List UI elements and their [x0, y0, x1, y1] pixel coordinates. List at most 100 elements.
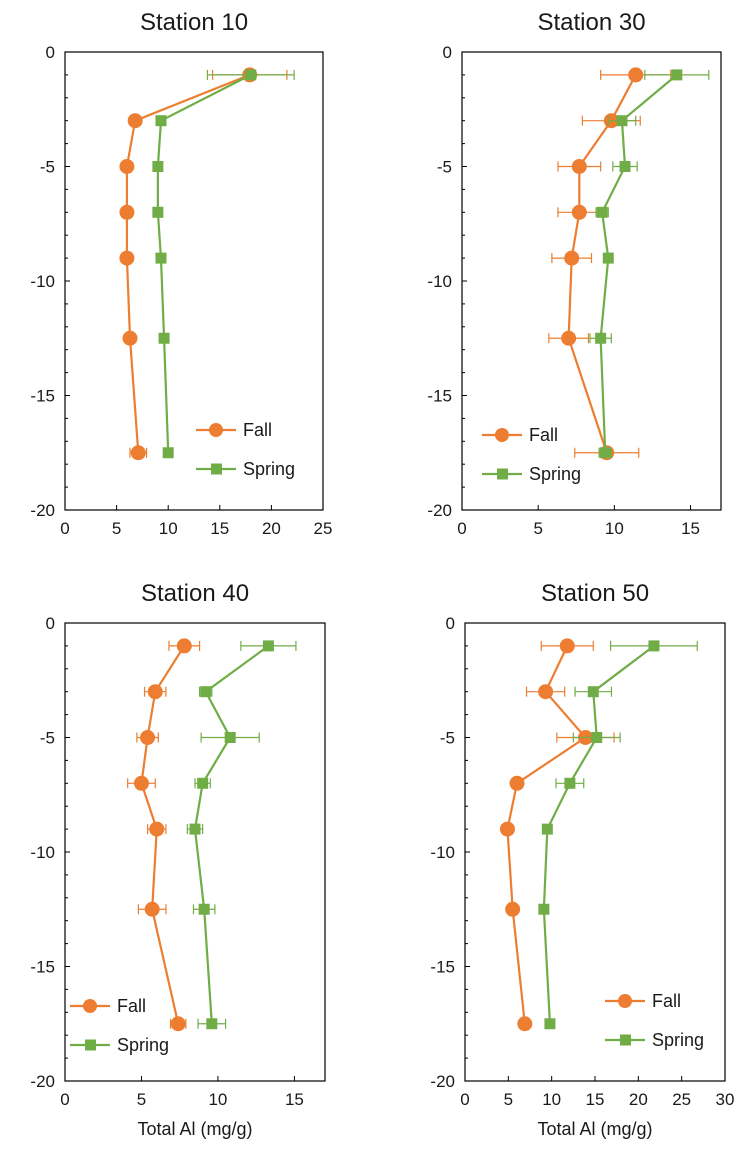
- x-tick-label: 20: [262, 519, 281, 538]
- legend: Fall Spring: [605, 991, 704, 1050]
- y-tick-label: -20: [430, 1072, 455, 1091]
- y-tick-label: 0: [446, 614, 455, 633]
- data-point-fall: [127, 113, 143, 129]
- y-tick-label: -20: [427, 501, 452, 520]
- data-point-fall: [571, 159, 587, 174]
- x-tick-label: 20: [629, 1090, 648, 1109]
- y-tick-label: 0: [443, 43, 452, 62]
- x-tick-label: 0: [457, 519, 466, 538]
- series-fall: [548, 67, 672, 461]
- x-tick-label: 15: [586, 1090, 605, 1109]
- legend: Fall Spring: [482, 425, 581, 484]
- data-point-spring: [544, 1018, 556, 1030]
- y-tick-label: -10: [427, 272, 452, 291]
- y-tick-label: -5: [440, 729, 455, 748]
- data-point-spring: [619, 161, 631, 172]
- data-point-spring: [189, 823, 201, 835]
- panel-title: Station 30: [537, 9, 645, 36]
- data-point-fall: [147, 684, 163, 700]
- legend: Fall Spring: [196, 420, 295, 479]
- data-point-spring: [599, 447, 611, 459]
- data-point-fall: [628, 67, 644, 83]
- data-point-spring: [152, 161, 164, 172]
- data-point-spring: [198, 903, 210, 915]
- data-point-spring: [595, 332, 607, 344]
- x-tick-label: 0: [60, 1090, 69, 1109]
- y-tick-label: -5: [40, 729, 55, 748]
- x-tick-label: 15: [285, 1090, 304, 1109]
- data-point-spring: [152, 206, 164, 218]
- data-point-spring: [162, 447, 174, 459]
- data-point-fall: [130, 445, 146, 461]
- legend-marker-spring: [85, 1039, 96, 1051]
- series-spring: [152, 69, 295, 459]
- panel-3: Station 40 0 -5 -10 -15 -20 0 5 10 15 Total Al (mg…: [30, 580, 326, 1139]
- y-tick-label: -10: [30, 272, 55, 291]
- series-line: [125, 73, 251, 453]
- x-tick-label: 5: [504, 1090, 513, 1109]
- x-tick-label: 5: [137, 1090, 146, 1109]
- data-point-spring: [262, 640, 274, 652]
- data-point-fall: [499, 821, 515, 837]
- data-point-spring: [538, 903, 550, 915]
- data-point-spring: [206, 1018, 218, 1030]
- x-tick-label: 0: [60, 519, 69, 538]
- series-spring: [538, 640, 698, 1030]
- x-tick-label: 25: [314, 519, 333, 538]
- data-point-fall: [559, 638, 575, 654]
- x-tick-label: 25: [672, 1090, 691, 1109]
- data-point-fall: [119, 204, 135, 220]
- legend: Fall Spring: [70, 996, 169, 1055]
- panel-title: Station 50: [541, 580, 649, 607]
- panel-1: Station 10 0 -5 -10 -15 -20 0 5 10 15 20 25 Fall Spri…: [30, 9, 332, 538]
- y-tick-label: -15: [427, 387, 452, 406]
- data-point-spring: [200, 686, 212, 698]
- y-tick-label: -5: [40, 158, 55, 177]
- y-tick-label: -15: [430, 958, 455, 977]
- legend-marker-fall: [209, 423, 223, 437]
- y-tick-label: 0: [46, 43, 55, 62]
- data-point-fall: [176, 638, 192, 654]
- data-point-fall: [119, 159, 135, 174]
- data-point-spring: [158, 332, 170, 344]
- series-fall: [127, 638, 201, 1032]
- plot-frame: [64, 51, 324, 511]
- y-tick-label: -5: [437, 158, 452, 177]
- y-tick-label: -20: [30, 501, 55, 520]
- data-point-spring: [245, 69, 257, 81]
- legend-label: Fall: [529, 425, 558, 445]
- data-point-fall: [561, 330, 577, 346]
- legend-label: Fall: [652, 991, 681, 1011]
- data-point-fall: [170, 1016, 186, 1032]
- x-tick-label: 5: [112, 519, 121, 538]
- data-point-spring: [616, 115, 628, 127]
- data-point-fall: [122, 330, 138, 346]
- data-point-spring: [155, 252, 167, 264]
- x-axis-label: Total Al (mg/g): [137, 1119, 252, 1139]
- series-line: [140, 645, 186, 1024]
- data-point-spring: [197, 777, 209, 789]
- panel-title: Station 10: [140, 9, 248, 36]
- plot-frame: [64, 622, 326, 1082]
- data-point-fall: [144, 901, 160, 917]
- legend-label: Spring: [243, 459, 295, 479]
- legend-marker-spring: [620, 1034, 631, 1046]
- data-point-fall: [119, 250, 135, 266]
- data-point-fall: [133, 775, 149, 791]
- panel-4: Station 50 0 -5 -10 -15 -20 0 5 10 15 20 25 30 Total …: [430, 580, 734, 1139]
- legend-label: Fall: [117, 996, 146, 1016]
- x-tick-label: 10: [605, 519, 624, 538]
- legend-marker-spring: [211, 463, 222, 475]
- series-fall: [499, 638, 615, 1032]
- y-tick-label: -15: [30, 958, 55, 977]
- x-tick-label: 0: [460, 1090, 469, 1109]
- data-point-spring: [591, 732, 603, 743]
- y-tick-label: -10: [30, 843, 55, 862]
- series-spring: [186, 640, 297, 1030]
- legend-marker-fall: [83, 999, 97, 1013]
- x-axis-label: Total Al (mg/g): [537, 1119, 652, 1139]
- x-tick-label: 10: [542, 1090, 561, 1109]
- series-spring: [589, 69, 710, 459]
- data-point-fall: [505, 901, 521, 917]
- y-tick-label: -15: [30, 387, 55, 406]
